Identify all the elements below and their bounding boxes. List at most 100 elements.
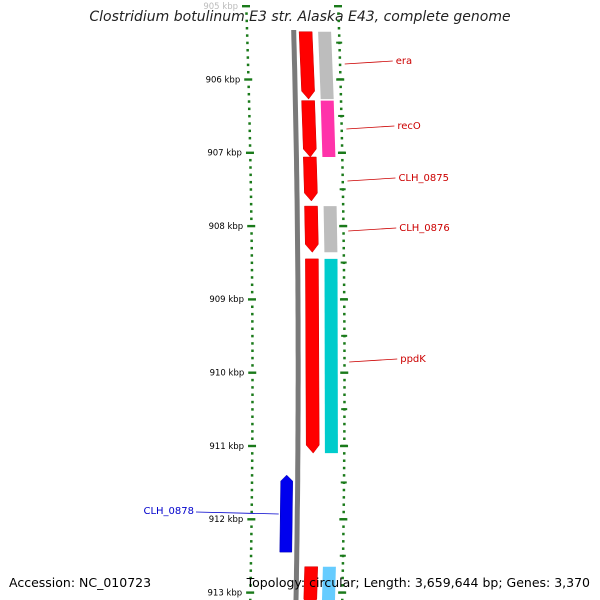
minor-tick-right	[343, 327, 346, 331]
minor-tick-left	[249, 180, 253, 184]
minor-tick-left	[248, 144, 252, 147]
minor-tick-left	[251, 356, 254, 360]
minor-tick-left	[249, 562, 253, 565]
minor-tick-right	[342, 239, 345, 243]
genome-backbone	[291, 29, 301, 600]
minor-tick-left	[251, 422, 254, 426]
minor-tick-right	[341, 195, 345, 199]
minor-tick-left	[250, 239, 253, 243]
gene-arrow-era[interactable]	[298, 31, 315, 100]
gene-label-CLH_0875[interactable]: CLH_0875	[398, 173, 449, 184]
minor-tick-left	[248, 136, 252, 140]
minor-tick-left	[251, 312, 254, 316]
mid-tick-right	[341, 334, 348, 337]
feature-block-ppdK	[324, 258, 338, 454]
minor-tick-left	[251, 408, 254, 411]
minor-tick-left	[250, 232, 253, 235]
feature-block-CLH_0876	[323, 206, 338, 253]
minor-tick-left	[249, 554, 253, 558]
minor-tick-left	[247, 92, 251, 96]
genome-title: Clostridium botulinum E3 str. Alaska E43…	[89, 9, 511, 25]
major-tick-right	[340, 371, 349, 374]
minor-tick-left	[246, 56, 250, 59]
minor-tick-left	[248, 122, 251, 125]
gene-arrow-CLH_0875[interactable]	[303, 156, 318, 202]
minor-tick-right	[341, 158, 344, 162]
minor-tick-left	[251, 437, 254, 440]
minor-tick-right	[342, 254, 346, 257]
minor-tick-left	[250, 532, 253, 536]
minor-tick-right	[337, 34, 341, 37]
minor-tick-right	[342, 474, 346, 477]
minor-tick-left	[245, 34, 249, 37]
minor-tick-left	[250, 217, 253, 221]
minor-tick-left	[251, 327, 254, 331]
minor-tick-right	[339, 107, 343, 111]
minor-tick-left	[249, 202, 253, 206]
major-tick	[247, 224, 256, 228]
gene-arrow-CLH_0876[interactable]	[304, 205, 319, 253]
gene-label-ppdK[interactable]: ppdK	[400, 354, 426, 365]
minor-tick-left	[249, 584, 252, 587]
gene-label-recO[interactable]: recO	[397, 121, 421, 132]
minor-tick-left	[249, 166, 252, 169]
gene-arrow-CLH_0878[interactable]	[279, 474, 293, 553]
minor-tick-right	[337, 19, 340, 23]
minor-tick-right	[341, 576, 344, 580]
minor-tick-left	[251, 415, 254, 418]
minor-tick-left	[250, 261, 254, 265]
minor-tick-left	[250, 283, 254, 287]
tick-label: 910 kbp	[210, 369, 245, 379]
minor-tick-left	[247, 85, 250, 89]
minor-tick-left	[250, 276, 254, 279]
minor-tick-left	[250, 525, 253, 528]
minor-tick-left	[246, 63, 250, 67]
minor-tick-left	[251, 334, 254, 338]
minor-tick-right	[343, 437, 346, 440]
gene-label-leader	[344, 60, 393, 65]
minor-tick-left	[247, 100, 251, 103]
minor-tick-right	[341, 173, 344, 177]
minor-tick-left	[250, 481, 254, 484]
mid-tick-right	[339, 188, 346, 191]
minor-tick-right	[342, 496, 346, 499]
gene-arrow-ppdK[interactable]	[305, 258, 320, 454]
major-tick	[244, 78, 253, 81]
minor-tick-left	[251, 386, 254, 389]
minor-tick-left	[251, 342, 254, 345]
minor-tick-right	[343, 422, 346, 426]
gene-label-era[interactable]: era	[396, 56, 412, 67]
minor-tick-right	[339, 70, 342, 74]
minor-tick-right	[341, 547, 345, 550]
gene-label-CLH_0878[interactable]: CLH_0878	[143, 506, 194, 517]
minor-tick-right	[340, 144, 344, 147]
minor-tick-right	[343, 320, 346, 323]
minor-tick-right	[341, 569, 345, 572]
minor-tick-right	[338, 48, 341, 52]
minor-tick-left	[250, 254, 254, 257]
gene-arrow-unnamed[interactable]	[303, 566, 318, 600]
minor-tick-right	[342, 525, 345, 528]
minor-tick-right	[343, 430, 346, 433]
minor-tick-left	[251, 400, 254, 404]
gene-arrow-recO[interactable]	[301, 100, 317, 158]
minor-tick-right	[338, 63, 342, 67]
minor-tick-right	[343, 356, 346, 360]
minor-tick-right	[341, 584, 344, 587]
minor-tick-left	[250, 488, 254, 492]
gene-label-CLH_0876[interactable]: CLH_0876	[399, 223, 450, 234]
minor-tick-right	[343, 378, 346, 382]
minor-tick-right	[342, 540, 345, 543]
major-tick-right	[337, 151, 346, 154]
major-tick-right	[339, 224, 348, 228]
major-tick-right	[339, 518, 348, 521]
minor-tick-right	[342, 210, 345, 213]
minor-tick-left	[250, 503, 254, 506]
minor-tick-right	[340, 129, 343, 133]
minor-tick-left	[250, 474, 254, 477]
minor-tick-left	[245, 12, 248, 15]
gene-label-leader	[348, 227, 397, 232]
minor-tick-left	[250, 290, 254, 294]
topology-label: Topology: circular; Length: 3,659,644 bp…	[246, 575, 590, 590]
